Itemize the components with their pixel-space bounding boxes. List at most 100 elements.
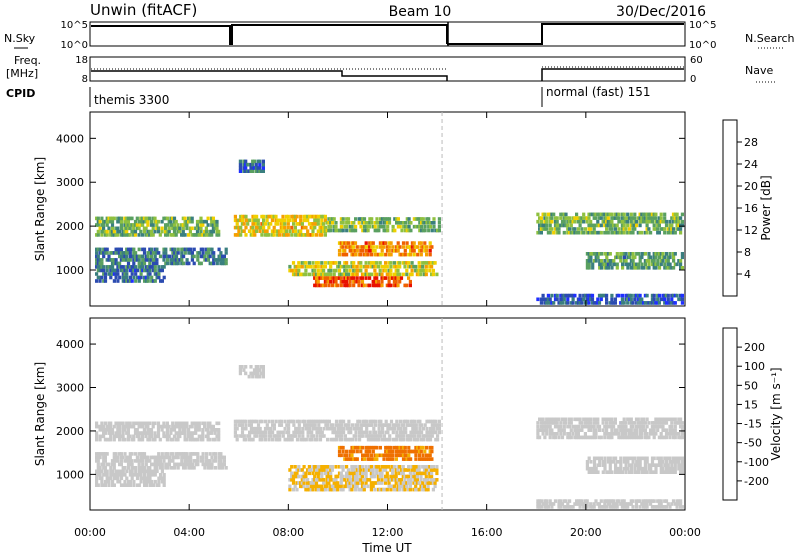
echo-cell-2 xyxy=(102,268,106,273)
echo-cell-4 xyxy=(420,224,424,229)
echo-cell-7 xyxy=(633,432,637,436)
echo-cell-6 xyxy=(299,272,303,277)
echo-cell-9 xyxy=(679,499,683,503)
echo-cell-10 xyxy=(615,252,619,256)
echo-cell-1 xyxy=(158,254,163,259)
echo-cell-8 xyxy=(614,470,618,474)
echo-cell-7 xyxy=(606,424,610,429)
echo-cell-1 xyxy=(121,254,125,259)
echo-cell-3 xyxy=(322,434,326,438)
echo-cell-2 xyxy=(134,268,138,273)
echo-cell-6 xyxy=(256,374,260,379)
echo-cell-5 xyxy=(345,471,349,476)
echo-cell-5 xyxy=(382,245,386,249)
echo-cell-1 xyxy=(135,459,139,463)
echo-cell-0 xyxy=(171,428,175,432)
echo-cell-5 xyxy=(398,484,402,489)
echo-cell-1 xyxy=(199,459,203,463)
echo-cell-1 xyxy=(95,254,99,259)
echo-cell-8 xyxy=(242,162,246,167)
echo-cell-3 xyxy=(372,434,376,438)
echo-cell-3 xyxy=(255,434,259,438)
echo-cell-7 xyxy=(550,428,554,432)
echo-cell-9 xyxy=(590,212,595,217)
echo-cell-6 xyxy=(254,374,258,379)
echo-cell-3 xyxy=(427,434,431,438)
echo-cell-7 xyxy=(615,432,619,436)
echo-cell-6 xyxy=(306,264,310,269)
nave-label: Nave xyxy=(745,64,773,77)
echo-cell-1 xyxy=(160,452,164,456)
echo-cell-5 xyxy=(394,481,398,485)
echo-cell-7 xyxy=(391,276,395,280)
echo-cell-5 xyxy=(396,478,400,482)
echo-cell-10 xyxy=(589,255,593,260)
echo-cell-6 xyxy=(346,272,350,277)
echo-cell-9 xyxy=(680,212,684,217)
echo-cell-4 xyxy=(402,224,406,229)
echo-cell-9 xyxy=(679,230,683,235)
echo-cell-0 xyxy=(195,219,200,224)
echo-cell-5 xyxy=(369,252,374,257)
echo-cell-3 xyxy=(373,423,378,427)
echo-cell-9 xyxy=(654,216,658,220)
echo-cell-10 xyxy=(675,262,679,267)
echo-cell-11 xyxy=(576,297,580,302)
echo-cell-4 xyxy=(423,221,427,225)
echo-cell-1 xyxy=(178,452,182,456)
echo-cell-0 xyxy=(95,437,99,442)
echo-cell-5 xyxy=(368,478,372,482)
echo-cell-6 xyxy=(334,261,338,265)
echo-cell-5 xyxy=(389,468,393,472)
echo-cell-0 xyxy=(178,226,182,231)
echo-cell-3 xyxy=(265,218,269,223)
echo-cell-2 xyxy=(153,265,157,269)
echo-cell-10 xyxy=(668,266,672,270)
echo-cell-1 xyxy=(197,261,202,266)
echo-cell-2 xyxy=(144,268,148,273)
colorbar-tick-label: -15 xyxy=(744,418,762,431)
echo-cell-5 xyxy=(403,468,407,472)
echo-cell-5 xyxy=(396,468,400,472)
echo-cell-9 xyxy=(649,216,653,220)
echo-cell-9 xyxy=(606,216,610,220)
echo-cell-10 xyxy=(635,252,639,256)
echo-cell-0 xyxy=(112,229,116,234)
echo-cell-8 xyxy=(677,460,681,464)
echo-cell-5 xyxy=(336,474,340,479)
echo-cell-1 xyxy=(112,462,116,467)
echo-cell-1 xyxy=(142,466,147,470)
echo-cell-6 xyxy=(366,264,370,269)
echo-cell-5 xyxy=(355,249,359,253)
echo-cell-2 xyxy=(112,279,116,283)
echo-cell-4 xyxy=(396,217,400,221)
echo-cell-9 xyxy=(624,219,628,224)
echo-cell-1 xyxy=(169,452,173,456)
echo-cell-9 xyxy=(536,230,540,235)
echo-cell-9 xyxy=(650,212,654,217)
echo-cell-3 xyxy=(233,423,237,427)
echo-cell-1 xyxy=(121,466,125,470)
echo-cell-3 xyxy=(249,437,253,442)
echo-cell-7 xyxy=(571,424,575,429)
echo-cell-7 xyxy=(387,283,391,288)
echo-cell-9 xyxy=(557,227,561,231)
echo-cell-6 xyxy=(428,268,432,273)
echo-cell-0 xyxy=(181,226,185,231)
echo-cell-5 xyxy=(346,471,350,476)
echo-cell-11 xyxy=(582,293,586,298)
echo-cell-7 xyxy=(541,421,545,425)
echo-cell-3 xyxy=(233,218,237,223)
echo-cell-1 xyxy=(192,466,196,470)
echo-cell-1 xyxy=(164,247,168,252)
echo-cell-4 xyxy=(385,449,390,454)
echo-cell-9 xyxy=(664,505,669,509)
echo-cell-1 xyxy=(100,258,104,262)
echo-cell-2 xyxy=(125,483,129,487)
echo-cell-11 xyxy=(666,293,670,298)
echo-cell-9 xyxy=(657,223,661,228)
echo-cell-7 xyxy=(680,421,684,425)
echo-cell-3 xyxy=(263,426,268,431)
echo-cell-6 xyxy=(249,371,253,376)
echo-cell-8 xyxy=(261,169,265,173)
